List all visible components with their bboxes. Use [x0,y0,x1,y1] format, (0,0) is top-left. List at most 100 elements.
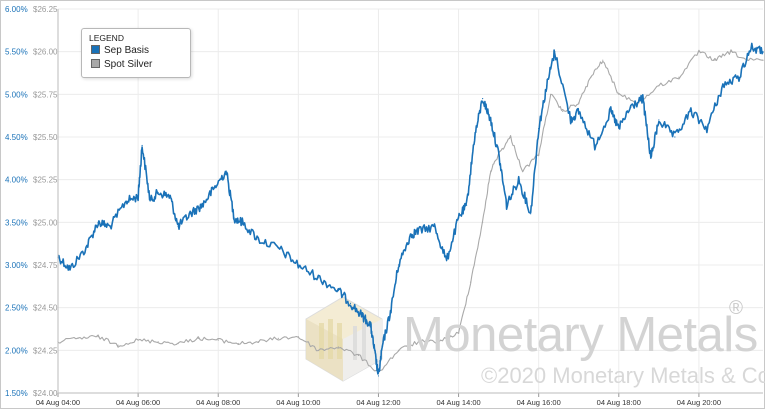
legend-item-sep-basis[interactable]: Sep Basis [91,45,149,56]
data-point [317,277,319,279]
data-point [297,264,299,266]
data-point [217,339,219,341]
data-point [433,226,436,228]
data-point [377,375,380,377]
y-left-tick-label: 4.50% [5,133,28,142]
series-layer [57,42,764,377]
data-point [518,179,520,181]
x-tick-label: 04 Aug 10:00 [276,398,320,407]
data-point [437,341,440,343]
data-point [357,354,360,357]
x-tick-label: 04 Aug 20:00 [677,398,721,407]
data-point [562,110,564,112]
y-right-tick-label: $25.75 [33,90,58,99]
y-left-tick-label: 3.50% [5,218,28,227]
data-point [490,119,492,121]
x-tick-label: 04 Aug 12:00 [356,398,400,407]
data-point [690,110,692,112]
data-point [169,196,171,198]
data-point [277,337,279,339]
data-point [762,51,764,53]
data-point [469,281,472,283]
legend-item-spot-silver[interactable]: Spot Silver [91,59,152,70]
y-left-tick-label: 5.00% [5,90,28,99]
data-point [201,204,203,206]
data-point [361,315,364,317]
data-point [650,157,652,159]
legend-label-spot-silver: Spot Silver [104,59,153,70]
data-point [225,170,227,172]
data-point [630,106,632,108]
series-line-sep-basis [57,42,764,375]
data-point [337,346,339,348]
data-point [77,337,79,339]
y-left-tick-label: 2.00% [5,346,28,355]
data-point [610,110,612,112]
y-right-tick-label: $25.25 [33,176,58,185]
data-point [317,349,319,351]
data-point [762,59,764,61]
data-point [277,247,279,249]
data-point [674,136,676,138]
data-point [750,46,752,49]
data-point [125,200,127,202]
data-point [698,51,700,53]
x-tick-label: 04 Aug 06:00 [116,398,160,407]
y-left-tick-label: 1.50% [5,389,28,398]
data-point [538,153,540,155]
y-left-tick-label: 3.00% [5,261,28,270]
data-point [457,332,460,334]
y-right-tick-label: $26.00 [33,48,58,57]
series-sep-basis [57,42,764,377]
data-point [658,119,660,121]
data-point [482,98,484,100]
x-tick-label: 04 Aug 14:00 [436,398,480,407]
data-point [397,349,400,351]
legend-swatch-sep-basis [91,45,100,54]
y-left-tick-label: 5.50% [5,48,28,57]
data-point [554,51,556,53]
data-point [349,302,352,304]
watermark-brand: Monetary Metals [403,308,758,362]
data-point [97,221,99,223]
data-point [409,234,412,236]
data-point [570,119,572,121]
y-right-tick-label: $26.25 [33,5,58,14]
data-point [137,339,139,341]
data-point [642,98,644,100]
data-point [157,341,159,343]
data-point [137,196,139,198]
data-point [177,342,179,345]
data-point [473,136,476,138]
data-point [389,311,392,313]
y-right-tick-label: $24.25 [33,346,58,355]
y-right-tick-label: $24.75 [33,261,58,270]
x-tick-label: 04 Aug 16:00 [517,398,561,407]
data-point [117,344,119,346]
data-point [602,59,604,61]
data-point [369,324,372,326]
monetary-metals-logo [305,296,383,382]
data-point [233,217,235,219]
data-point [730,51,732,53]
data-point [618,127,620,130]
y-right-tick-label: $24.50 [33,304,58,313]
data-point [482,221,484,223]
data-point [738,76,740,78]
data-point [530,213,532,215]
data-point [417,341,420,343]
data-point [706,127,708,130]
data-point [618,93,620,95]
data-point [157,191,159,194]
y-right-tick-label: $24.00 [33,389,58,398]
data-point [594,144,596,147]
data-point [498,153,500,155]
legend-label-sep-basis: Sep Basis [104,45,150,56]
data-point [257,238,259,240]
data-point [490,170,492,172]
data-point [550,93,552,95]
data-point [241,221,243,223]
data-point [177,226,179,228]
data-point [237,342,239,345]
